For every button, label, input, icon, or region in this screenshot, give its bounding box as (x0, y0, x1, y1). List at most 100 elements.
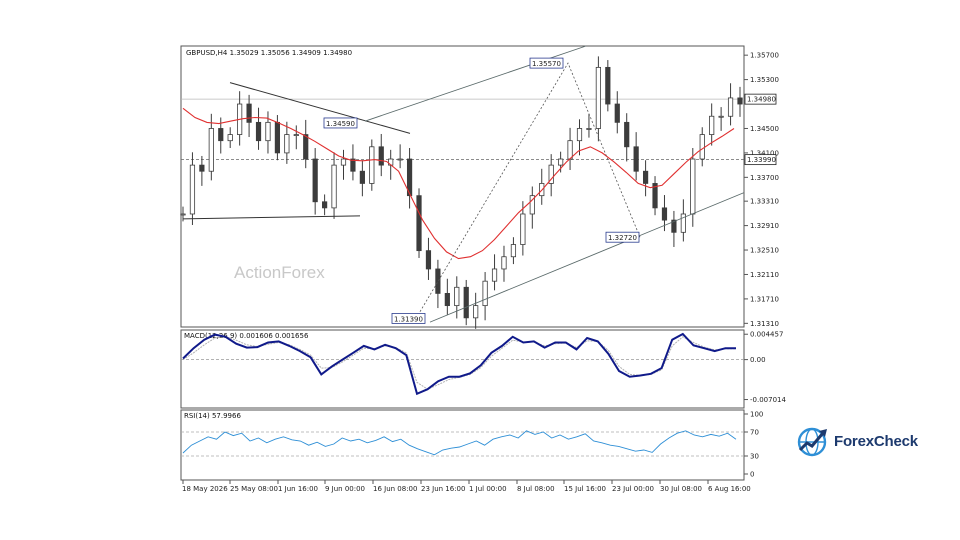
time-x-tick-label: 8 Jul 08:00 (517, 485, 555, 493)
rsi-panel: RSI(14) 57.9966 100 70 30 0 (180, 409, 763, 481)
price-y-tick-label: 1.31710 (750, 295, 779, 303)
price-candle-body (558, 158, 564, 166)
price-candle-body (463, 286, 469, 319)
price-candle-body (529, 195, 535, 215)
rsi-y-axis: 100 70 30 0 (744, 411, 763, 479)
rsi-panel-frame (180, 409, 745, 481)
time-x-tick-label: 15 Jul 16:00 (564, 485, 606, 493)
price-candle-body (727, 97, 734, 117)
brand-name: ForexCheck (834, 432, 918, 450)
price-candle-body (576, 128, 583, 142)
time-x-tick-label: 23 Jun 16:00 (421, 485, 465, 493)
price-candle-body (586, 128, 592, 130)
descending-trendline (229, 82, 411, 134)
price-candle-body (520, 213, 526, 245)
swing-level-label: 1.31390 (394, 315, 423, 323)
swing-level-box (323, 117, 358, 129)
rsi-y-tick-label: 30 (750, 453, 759, 461)
price-y-tick-label: 1.32510 (750, 247, 779, 255)
price-marks: 1.35570 1.34590 1.32720 1.31390 (180, 45, 745, 329)
price-panel-title: GBPUSD,H4 1.35029 1.35056 1.34909 1.3498… (186, 49, 352, 57)
price-candle-body (359, 170, 365, 184)
macd-y-tick-label: -0.007014 (750, 396, 786, 404)
price-candle-body (284, 134, 290, 154)
swing-level-box (391, 313, 426, 324)
price-candle-body (293, 134, 299, 136)
price-candle-body (567, 140, 573, 160)
price-y-tick-label: 1.32910 (750, 222, 779, 230)
rsi-panel-title: RSI(14) 57.9966 (184, 412, 241, 420)
price-candle-body (680, 213, 686, 233)
price-candle-body (406, 158, 413, 197)
price-candle-body (378, 146, 384, 166)
macd-y-tick-label: 0.00 (750, 356, 766, 364)
price-candle-body (227, 134, 233, 142)
price-candle-body (473, 305, 479, 319)
macd-panel: MACD(12,26,9) 0.001606 0.001656 0.004457… (180, 329, 786, 409)
current-price-tag-box (744, 93, 777, 105)
price-y-axis: 1.35700 1.35300 1.34500 1.34100 1.33700 1.333… (744, 52, 779, 328)
support-price-tag-box (744, 154, 777, 166)
rsi-y-tick-label: 0 (750, 471, 754, 479)
price-candle-body (218, 128, 224, 142)
moving-average-line (182, 107, 735, 260)
price-candle-body (614, 103, 620, 123)
rsi-marks (181, 430, 744, 457)
price-candle-body (274, 121, 281, 154)
price-candle-body (265, 121, 271, 142)
time-x-axis: 18 May 2026 25 May 08:00 1 Jun 16:00 9 Jun … (182, 480, 751, 493)
price-y-tick-label: 1.34500 (750, 125, 779, 133)
time-x-tick-label: 16 Jun 08:00 (373, 485, 417, 493)
price-candle-body (189, 164, 196, 215)
price-candle-body (435, 268, 441, 294)
price-candle-body (416, 195, 422, 252)
price-y-tick-label: 1.34100 (750, 149, 779, 157)
rsi-y-tick-label: 100 (750, 411, 763, 419)
price-candle-body (661, 207, 668, 221)
price-candle-body (501, 256, 507, 270)
price-candle-body (633, 146, 639, 172)
swing-level-label: 1.34590 (326, 120, 355, 128)
price-y-tick-label: 1.31310 (750, 320, 779, 328)
price-y-tick-label: 1.35300 (750, 76, 779, 84)
price-candle-body (510, 244, 517, 258)
current-price-tag: 1.34980 (747, 96, 776, 104)
time-x-tick-label: 30 Jul 08:00 (660, 485, 702, 493)
time-x-tick-label: 23 Jul 00:00 (612, 485, 654, 493)
macd-line (182, 332, 736, 396)
price-panel-frame (180, 45, 745, 328)
price-candle-body (718, 115, 724, 118)
swing-level-box (529, 57, 564, 69)
rsi-y-tick-label: 70 (750, 429, 759, 437)
price-candle-body (397, 158, 403, 161)
price-candle-body (690, 158, 696, 215)
macd-y-axis: 0.004457 0.00 -0.007014 (744, 331, 786, 404)
price-candle-body (180, 213, 186, 216)
price-y-tick-label: 1.33700 (750, 174, 779, 182)
price-candle-body (369, 146, 375, 184)
time-x-tick-label: 18 May 2026 (182, 485, 228, 493)
range-support-line (182, 215, 361, 220)
swing-level-label: 1.32720 (608, 234, 637, 242)
support-price-tag: 1.33990 (747, 156, 776, 164)
price-candle-body (737, 97, 743, 105)
swing-level-label: 1.35570 (532, 60, 561, 68)
price-candle-body (255, 121, 262, 142)
price-candle-body (548, 164, 554, 184)
swing-dashed-line (419, 62, 641, 312)
price-candle-body (425, 250, 432, 270)
price-candle-body (303, 134, 309, 160)
swing-level-box (605, 231, 640, 243)
price-candle-body (322, 201, 328, 209)
watermark: ActionForex (234, 263, 325, 282)
price-candle-body (444, 293, 450, 307)
price-candle-body (652, 183, 658, 209)
time-x-tick-label: 9 Jun 00:00 (325, 485, 365, 493)
time-x-tick-label: 6 Aug 16:00 (708, 485, 751, 493)
price-candle-body (642, 170, 649, 184)
globe-chart-icon (797, 427, 827, 457)
price-candle-body (605, 66, 611, 105)
price-candle-body (340, 158, 347, 166)
price-candle-body (699, 134, 705, 160)
